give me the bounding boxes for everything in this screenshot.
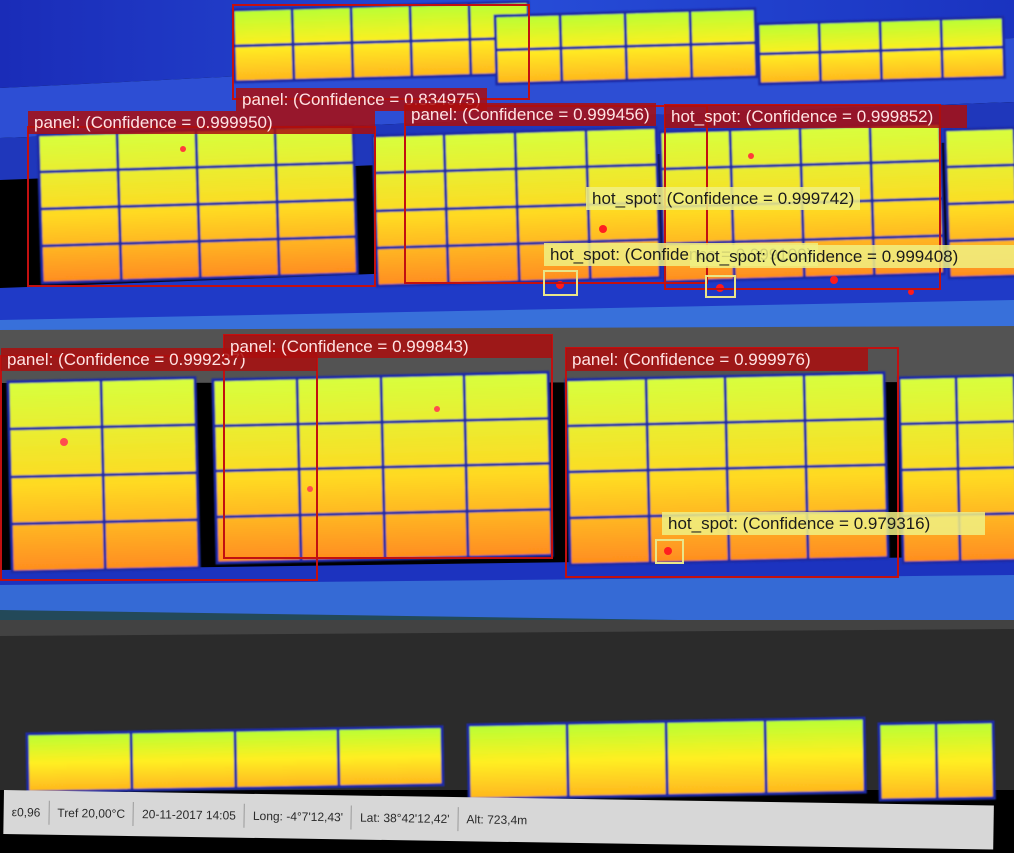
hotspot-label-a: hot_spot: (Confidence = 0.999742) xyxy=(586,187,861,210)
longitude-readout: Long: -4°7'12,43' xyxy=(244,803,353,830)
emissivity-readout: ε0,96 xyxy=(3,799,50,825)
panel-label-row3-b: panel: (Confidence = 0.999843) xyxy=(224,335,552,358)
panel-label-row3-c: panel: (Confidence = 0.999976) xyxy=(566,348,868,371)
panel-label-row2-a: panel: (Confidence = 0.999950) xyxy=(28,111,375,134)
datetime-readout: 20-11-2017 14:05 xyxy=(133,802,246,828)
altitude-readout: Alt: 723,4m xyxy=(466,812,528,828)
lower-panel-row xyxy=(6,370,1014,574)
hotspot-label-c: hot_spot: (Confidence = 0.999408) xyxy=(690,245,1014,268)
panel-label-row2-b: panel: (Confidence = 0.999456) xyxy=(405,103,656,126)
hotspot-label-d: hot_spot: (Confidence = 0.979316) xyxy=(662,512,985,535)
hotspot-label-row2-c: hot_spot: (Confidence = 0.999852) xyxy=(665,105,967,128)
bottom-panel-row xyxy=(25,716,996,802)
temperature-reference-readout: Tref 20,00°C xyxy=(49,800,135,827)
hotspot-marks xyxy=(60,146,914,555)
top-panel-row xyxy=(231,0,1007,86)
latitude-readout: Lat: 38°42'12,42' xyxy=(351,805,459,832)
